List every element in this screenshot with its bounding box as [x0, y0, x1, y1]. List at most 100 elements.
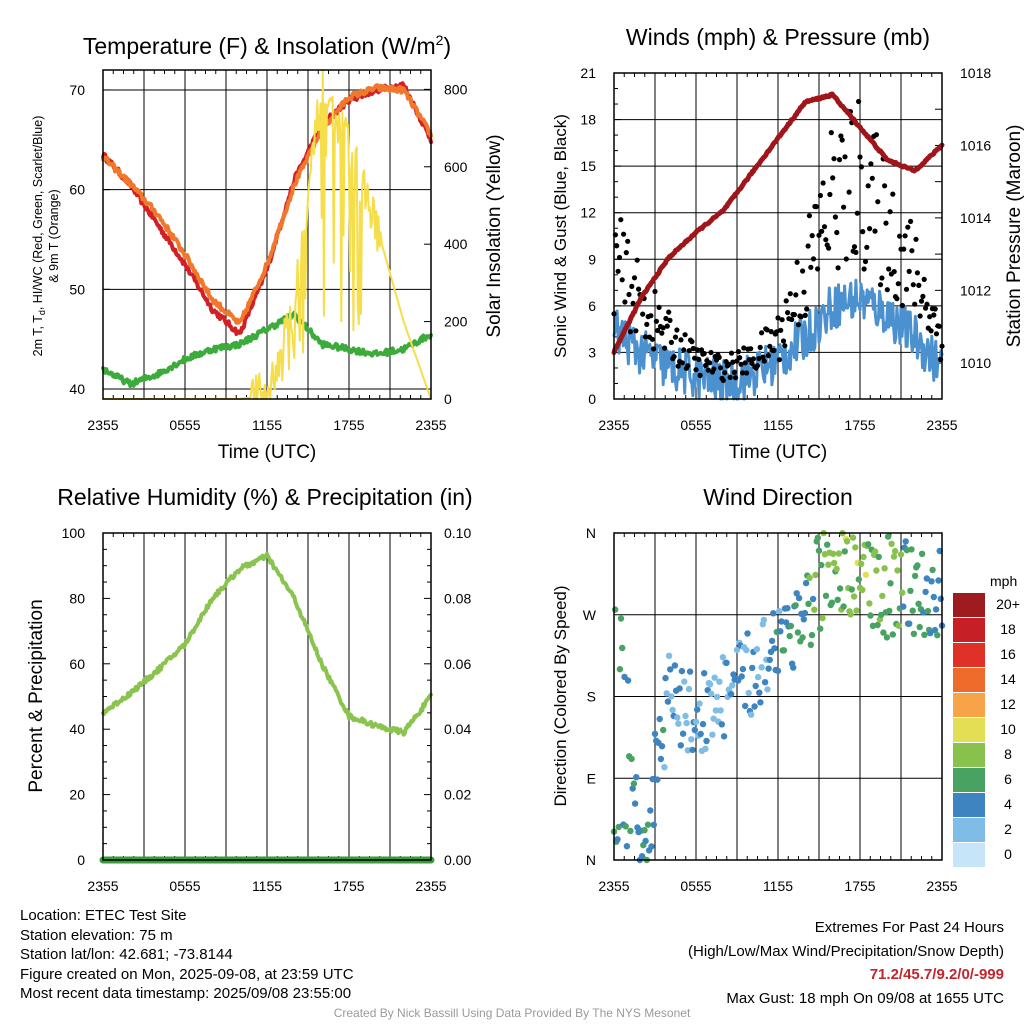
temperature-right-tick-label: 600	[444, 159, 468, 175]
speed-legend-swatch	[953, 718, 985, 742]
direction-tick-label: E	[587, 770, 596, 786]
winds-gust-point	[750, 356, 757, 362]
speed-legend-swatch	[953, 843, 985, 867]
winds-gust-point	[920, 293, 926, 299]
winds-gust-point	[787, 291, 793, 297]
winds-gust-point	[633, 328, 639, 334]
winds-gust-point	[913, 236, 919, 242]
direction-point	[718, 721, 725, 728]
winds-gust-point	[659, 330, 665, 336]
winds-gust-point	[674, 327, 680, 333]
winds-gust-point	[761, 358, 767, 364]
direction-point	[806, 574, 813, 581]
winds-gust-point	[887, 209, 893, 215]
direction-tick-label: N	[586, 852, 596, 868]
winds-gust-point	[857, 154, 863, 160]
speed-legend-swatch	[953, 593, 985, 617]
direction-point	[641, 827, 648, 834]
direction-point	[776, 608, 783, 615]
winds-gust-point	[728, 350, 735, 356]
direction-point	[835, 550, 843, 557]
winds-gust-point	[678, 337, 684, 343]
winds-gust-point	[668, 339, 675, 345]
winds-gust-point	[841, 204, 847, 210]
direction-point	[683, 719, 690, 727]
direction-point	[615, 823, 622, 831]
winds-gust-point	[864, 244, 870, 250]
winds-gust-point	[737, 355, 743, 361]
direction-point	[930, 593, 937, 601]
direction-point	[720, 733, 728, 740]
direction-point	[766, 656, 773, 664]
direction-point	[713, 693, 721, 701]
speed-legend-swatch	[953, 793, 985, 817]
humidity-right-tick-label: 0.10	[444, 525, 471, 541]
winds-gust-point	[872, 228, 878, 234]
humidity-right-tick-label: 0.02	[444, 787, 471, 803]
winds-gust-point	[662, 345, 668, 351]
winds-gust-point	[754, 363, 761, 369]
winds-gust-point	[836, 157, 843, 163]
direction-point	[749, 664, 756, 672]
winds-gust-point	[816, 232, 822, 238]
direction-point	[828, 599, 836, 606]
direction-point	[677, 742, 684, 749]
direction-point	[862, 571, 870, 578]
direction-point	[886, 607, 893, 615]
temperature-x-tick-label: 1155	[252, 417, 282, 433]
winds-gust-point	[742, 360, 748, 366]
humidity-plot-frame	[102, 532, 432, 861]
direction-panel-title: Wind Direction	[703, 484, 853, 510]
winds-gust-point	[931, 312, 937, 318]
winds-gust-point	[692, 355, 698, 361]
direction-plot-frame	[613, 532, 943, 861]
winds-plot-frame	[613, 72, 943, 400]
direction-point	[710, 715, 717, 722]
direction-point	[688, 736, 695, 743]
direction-point	[671, 662, 679, 669]
winds-gust-point	[791, 312, 798, 318]
direction-point	[853, 607, 860, 614]
winds-gust-point	[681, 347, 687, 353]
direction-point	[761, 679, 769, 686]
winds-gust-point	[873, 132, 880, 138]
direction-x-tick-label: 2355	[926, 878, 957, 894]
winds-gust-point	[775, 315, 781, 321]
direction-point	[900, 603, 907, 610]
winds-gust-point	[891, 269, 897, 275]
winds-gust-point	[785, 310, 791, 316]
direction-point	[794, 629, 802, 636]
winds-gust-point	[793, 292, 799, 298]
direction-point	[622, 823, 629, 830]
station-info: Location: ETEC Test Site Station elevati…	[20, 906, 354, 1004]
direction-point	[841, 548, 848, 555]
direction-point	[614, 836, 621, 843]
direction-point	[694, 706, 701, 713]
winds-gust-point	[831, 156, 837, 162]
humidity-left-tick-label: 100	[62, 525, 86, 541]
humidity-left-tick-label: 0	[77, 852, 85, 868]
direction-point	[663, 690, 670, 697]
winds-gust-point	[771, 347, 777, 354]
direction-point	[831, 559, 838, 567]
winds-gust-point	[877, 282, 884, 288]
winds-gust-point	[663, 315, 669, 322]
direction-point	[869, 622, 877, 629]
winds-gust-point	[851, 244, 858, 250]
winds-gust-point	[767, 343, 773, 349]
temperature-x-tick-label: 2355	[415, 417, 446, 433]
winds-gust-point	[924, 301, 930, 307]
winds-gust-point	[805, 243, 811, 249]
winds-gust-point	[830, 175, 836, 181]
winds-gust-point	[933, 331, 940, 337]
winds-gust-point	[757, 344, 763, 350]
speed-legend-swatch	[953, 768, 985, 792]
direction-point	[866, 600, 873, 607]
winds-gust-point	[794, 259, 800, 265]
direction-point	[918, 550, 926, 557]
winds-gust-point	[746, 357, 752, 363]
direction-point	[924, 607, 932, 615]
direction-point	[738, 673, 745, 680]
winds-gust-point	[718, 365, 724, 371]
temperature-series-2	[101, 310, 433, 389]
